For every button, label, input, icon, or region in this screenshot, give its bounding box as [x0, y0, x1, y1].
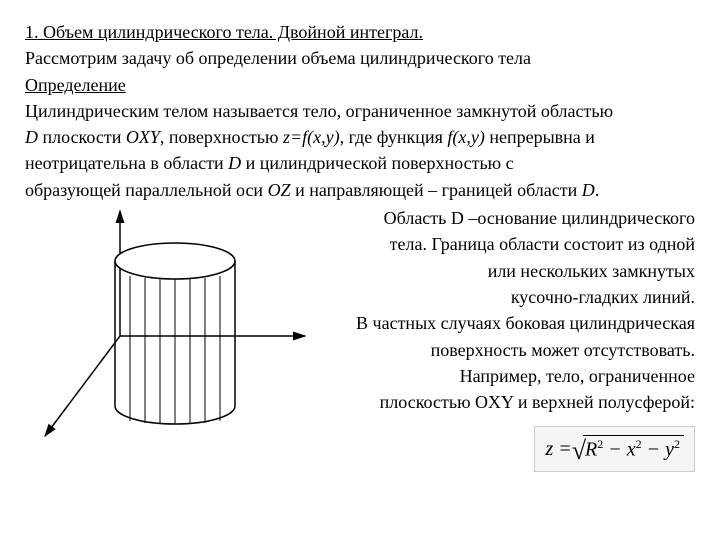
- r2: тела. Граница области состоит из одной: [315, 232, 695, 256]
- paragraph-4: образующей параллельной оси OZ и направл…: [25, 178, 695, 202]
- sym-D2: D: [228, 153, 241, 173]
- t1: плоскости: [38, 127, 126, 147]
- sym-D: D: [25, 127, 38, 147]
- r6: поверхность может отсутствовать.: [315, 338, 695, 362]
- t9: .: [595, 180, 600, 200]
- t2: , поверхностью: [160, 127, 283, 147]
- sym-fxy: f(x,y): [447, 127, 484, 147]
- t4: непрерывна и: [485, 127, 595, 147]
- sqrt-icon: √: [572, 433, 586, 468]
- sym-D3: D: [582, 180, 595, 200]
- f-x: − x: [603, 438, 635, 460]
- f-y: − y: [642, 438, 674, 460]
- t5: неотрицательна в области: [25, 153, 228, 173]
- r8: плоскостью OXY и верхней полусферой:: [315, 390, 695, 414]
- formula-box: z = √ R2 − x2 − y2: [534, 426, 695, 471]
- r7: Например, тело, ограниченное: [315, 364, 695, 388]
- f-lhs: z =: [545, 436, 571, 463]
- paragraph-3: неотрицательна в области D и цилиндричес…: [25, 151, 695, 175]
- title: 1. Объем цилиндрического тела. Двойной и…: [25, 22, 423, 42]
- cylinder-svg: [25, 206, 315, 466]
- t6: и цилиндрической поверхностью с: [241, 153, 513, 173]
- t3: , где функция: [340, 127, 448, 147]
- sqrt-body: R2 − x2 − y2: [583, 435, 684, 464]
- definition-label: Определение: [25, 75, 126, 95]
- r1: Область D –основание цилиндрического: [315, 206, 695, 230]
- sym-zf: z=f(x,y): [283, 127, 340, 147]
- r3: или нескольких замкнутых: [315, 259, 695, 283]
- main-text-block: 1. Объем цилиндрического тела. Двойной и…: [25, 20, 695, 202]
- paragraph-1: Рассмотрим задачу об определении объема …: [25, 46, 695, 70]
- f-R: R: [585, 438, 597, 460]
- formula-row: z = √ R2 − x2 − y2: [315, 426, 695, 471]
- f-s3: 2: [674, 437, 680, 451]
- r5: В частных случаях боковая цилиндрическая: [315, 311, 695, 335]
- right-text-block: Область D –основание цилиндрического тел…: [315, 206, 695, 472]
- t8: и направляющей – границей области: [291, 180, 582, 200]
- r4: кусочно-гладких линий.: [315, 285, 695, 309]
- lower-section: Область D –основание цилиндрического тел…: [25, 206, 695, 472]
- sym-OZ: OZ: [268, 180, 291, 200]
- t7: образующей параллельной оси: [25, 180, 268, 200]
- cylinder-diagram: [25, 206, 315, 472]
- paragraph-2a: Цилиндрическим телом называется тело, ог…: [25, 99, 695, 123]
- paragraph-2b: D плоскости OXY, поверхностью z=f(x,y), …: [25, 125, 695, 149]
- sym-OXY: OXY: [126, 127, 160, 147]
